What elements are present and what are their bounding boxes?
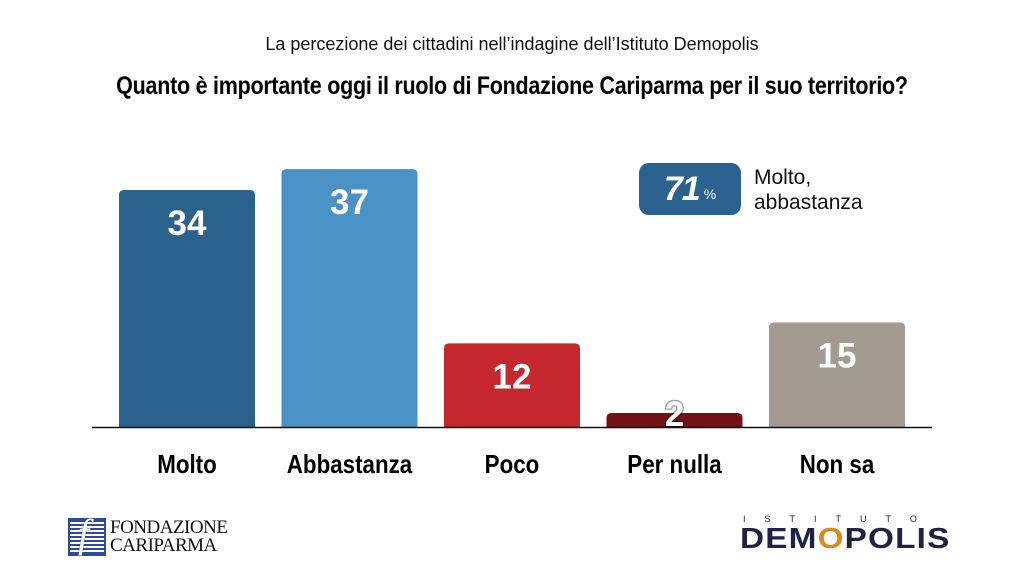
bar-per-nulla [606, 413, 743, 427]
logo-line1: FONDAZIONE [110, 517, 228, 538]
bar-value-label: 37 [330, 183, 369, 222]
bar-molto [119, 190, 255, 427]
summary-label: Molto, abbastanza [754, 165, 863, 215]
bar-non-sa [769, 322, 905, 427]
category-label: Poco [485, 450, 540, 479]
chart-subtitle: La percezione dei cittadini nell’indagin… [265, 34, 759, 54]
bar-abbastanza [281, 169, 418, 428]
bar-poco [444, 343, 580, 427]
summary-value: 71 [663, 169, 701, 208]
logo-text-dem: DEM [740, 523, 818, 555]
summary-unit: % [703, 186, 717, 202]
category-label: Per nulla [627, 450, 722, 479]
category-label: Molto [157, 450, 217, 479]
summary-label-line2: abbastanza [754, 191, 863, 214]
demopolis-logo-top: ISTITUTO [743, 514, 936, 524]
category-label: Non sa [800, 450, 875, 479]
summary-label-line1: Molto, [754, 166, 812, 189]
bar-value-label: 15 [818, 336, 857, 375]
logo-text-polis: POLIS [844, 523, 951, 555]
demopolis-logo: ISTITUTO DEMOPOLIS [740, 514, 960, 556]
bar-value-label: 34 [168, 204, 207, 243]
logo-text-o: O [817, 523, 845, 555]
fondazione-logo-icon: f [68, 511, 106, 556]
category-label: Abbastanza [287, 450, 413, 479]
bar-value-label: 2 [665, 395, 684, 434]
demopolis-logo-main: DEMOPOLIS [740, 523, 993, 556]
fondazione-cariparma-logo: f FONDAZIONE CARIPARMA [68, 511, 228, 556]
bar-value-label: 12 [493, 357, 532, 396]
chart-title: Quanto è importante oggi il ruolo di Fon… [116, 72, 908, 100]
logo-line2: CARIPARMA [110, 535, 217, 556]
summary-badge: 71 % [639, 163, 741, 215]
